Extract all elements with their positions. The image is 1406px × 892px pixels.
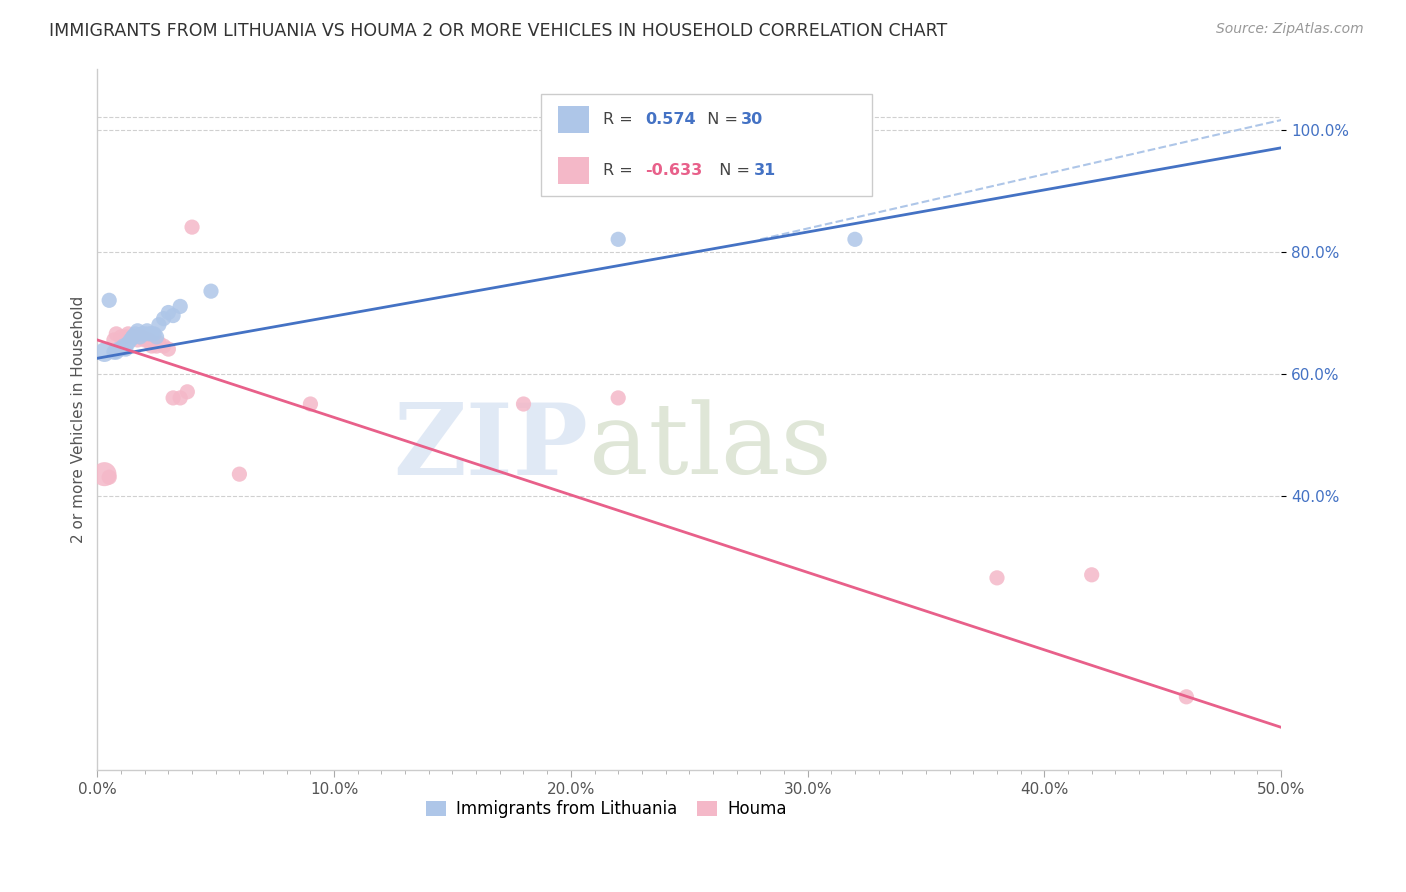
Point: [148, 336, 170, 351]
Point: [986, 571, 1008, 585]
Point: [124, 326, 146, 341]
Text: 31: 31: [754, 163, 776, 178]
Point: [148, 318, 170, 332]
Point: [181, 220, 204, 235]
Point: [145, 330, 167, 344]
Point: [157, 342, 180, 356]
Point: [93, 345, 115, 359]
Point: [169, 300, 191, 314]
Y-axis label: 2 or more Vehicles in Household: 2 or more Vehicles in Household: [72, 295, 86, 543]
Point: [114, 342, 136, 356]
Point: [176, 384, 198, 399]
Point: [105, 326, 128, 341]
Text: -0.633: -0.633: [645, 163, 703, 178]
Text: N =: N =: [697, 112, 744, 127]
Point: [127, 333, 149, 347]
Text: Source: ZipAtlas.com: Source: ZipAtlas.com: [1216, 22, 1364, 37]
Point: [103, 345, 125, 359]
Text: 0.574: 0.574: [645, 112, 696, 127]
Point: [299, 397, 322, 411]
Text: R =: R =: [603, 163, 638, 178]
Point: [157, 305, 180, 319]
Point: [117, 326, 139, 341]
Point: [131, 330, 153, 344]
Point: [121, 330, 143, 344]
Point: [117, 336, 139, 351]
Point: [152, 339, 174, 353]
Text: N =: N =: [709, 163, 755, 178]
Point: [607, 232, 630, 246]
Point: [1175, 690, 1198, 704]
Point: [138, 326, 160, 341]
Point: [121, 330, 143, 344]
Point: [93, 467, 115, 482]
Point: [136, 333, 159, 347]
Point: [114, 330, 136, 344]
Point: [512, 397, 534, 411]
Text: R =: R =: [603, 112, 638, 127]
Point: [162, 391, 184, 405]
Text: ZIP: ZIP: [394, 399, 589, 496]
Point: [844, 232, 866, 246]
Point: [103, 333, 125, 347]
Point: [110, 330, 132, 344]
Point: [134, 326, 156, 341]
Point: [200, 284, 222, 298]
Point: [124, 330, 146, 344]
Point: [136, 324, 159, 338]
Point: [105, 345, 128, 359]
Point: [607, 391, 630, 405]
Point: [110, 342, 132, 356]
Legend: Immigrants from Lithuania, Houma: Immigrants from Lithuania, Houma: [419, 794, 793, 825]
Point: [1080, 567, 1102, 582]
Point: [98, 293, 121, 308]
Point: [131, 326, 153, 341]
Point: [141, 326, 163, 341]
Point: [129, 330, 152, 344]
Text: IMMIGRANTS FROM LITHUANIA VS HOUMA 2 OR MORE VEHICLES IN HOUSEHOLD CORRELATION C: IMMIGRANTS FROM LITHUANIA VS HOUMA 2 OR …: [49, 22, 948, 40]
Point: [162, 309, 184, 323]
Point: [120, 333, 142, 347]
Point: [152, 311, 174, 326]
Point: [138, 333, 160, 347]
Point: [129, 330, 152, 344]
Point: [107, 342, 129, 356]
Point: [98, 470, 121, 484]
Point: [112, 339, 135, 353]
Point: [141, 339, 163, 353]
Point: [127, 324, 149, 338]
Text: atlas: atlas: [589, 400, 831, 495]
Text: 30: 30: [741, 112, 763, 127]
Point: [134, 333, 156, 347]
Point: [121, 330, 143, 344]
Point: [145, 339, 167, 353]
Point: [143, 326, 166, 341]
Point: [228, 467, 250, 482]
Point: [169, 391, 191, 405]
